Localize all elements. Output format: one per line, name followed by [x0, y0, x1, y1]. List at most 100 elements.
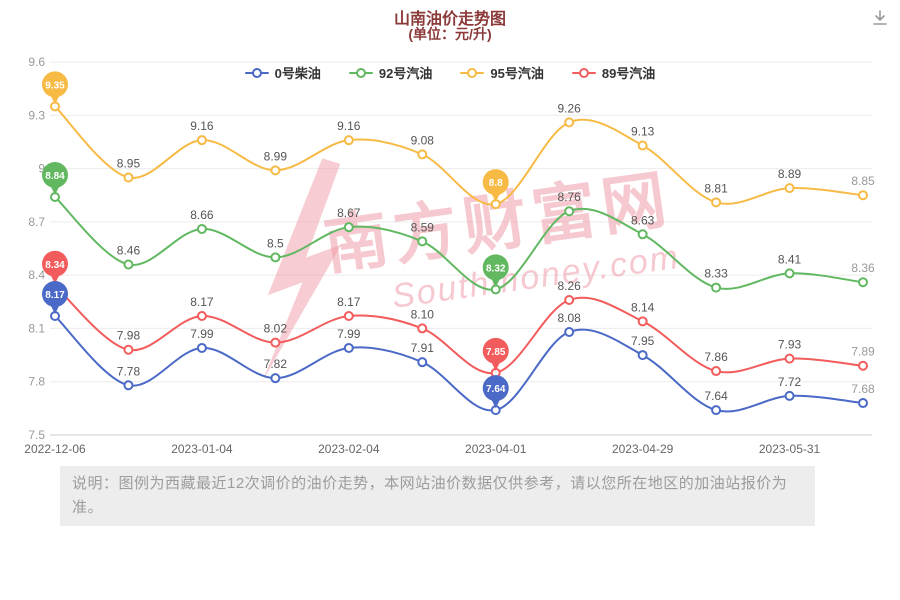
- data-label: 8.63: [631, 213, 655, 227]
- data-label: 8.14: [631, 300, 655, 314]
- data-point-marker: [417, 149, 428, 160]
- data-label: 8.5: [267, 236, 284, 250]
- data-point-marker: [858, 360, 868, 371]
- data-point-marker: [784, 183, 795, 194]
- pin-marker: [42, 71, 68, 98]
- data-label: 8.17: [190, 295, 214, 309]
- data-label: 8.67: [337, 206, 361, 220]
- data-label: 8.66: [190, 208, 214, 222]
- data-label: 9.16: [337, 119, 361, 133]
- pin-marker: [482, 375, 509, 402]
- data-label: 9.16: [190, 119, 214, 133]
- data-label: 8.81: [704, 181, 728, 195]
- legend-item-gasoline-95[interactable]: 95号汽油: [460, 63, 544, 82]
- y-axis-tick-label: 8.4: [28, 268, 45, 282]
- legend: 0号柴油 92号汽油 95号汽油 89号汽油: [0, 63, 900, 82]
- data-point-marker: [711, 197, 722, 208]
- data-point-marker: [637, 140, 648, 151]
- data-point-marker: [343, 135, 354, 146]
- pin-marker: [482, 254, 509, 281]
- data-point-marker: [564, 326, 575, 337]
- data-label: 8.36: [851, 261, 875, 275]
- data-point-marker: [196, 223, 207, 234]
- legend-item-gasoline-89[interactable]: 89号汽油: [571, 63, 655, 82]
- data-point-marker: [270, 337, 281, 348]
- data-point-marker: [711, 405, 722, 416]
- data-label: 8.26: [558, 279, 582, 293]
- pin-value-label: 8.84: [45, 171, 65, 182]
- series-line-95号汽油: [54, 105, 864, 206]
- pin-value-label: 8.32: [486, 263, 506, 274]
- data-label: 8.76: [558, 190, 582, 204]
- data-label: 9.13: [631, 124, 655, 138]
- data-point-marker: [123, 259, 134, 270]
- x-axis-tick-label: 2023-05-31: [759, 442, 821, 456]
- pin-value-label: 9.35: [45, 80, 65, 91]
- pin-value-label: 7.64: [486, 384, 506, 395]
- y-axis-tick-label: 9: [38, 162, 45, 176]
- data-label: 9.26: [558, 101, 582, 115]
- data-point-marker: [123, 172, 134, 183]
- data-label: 8.89: [778, 167, 802, 181]
- data-label: 7.78: [117, 364, 141, 378]
- data-label: 7.86: [704, 350, 728, 364]
- pin-value-label: 8.8: [489, 178, 503, 189]
- x-axis-tick-label: 2023-01-04: [171, 442, 233, 456]
- y-axis-tick-label: 9.6: [28, 55, 45, 69]
- data-label: 8.08: [558, 311, 582, 325]
- x-axis-tick-label: 2023-04-01: [465, 442, 527, 456]
- data-label: 7.91: [411, 341, 435, 355]
- y-axis-tick-label: 9.3: [28, 108, 45, 122]
- data-label: 8.17: [337, 295, 361, 309]
- y-axis-tick-label: 8.7: [28, 215, 45, 229]
- download-icon-glyph: [873, 10, 887, 25]
- download-icon[interactable]: [870, 8, 890, 28]
- data-point-marker: [417, 236, 428, 247]
- series-line-0号柴油: [54, 315, 864, 413]
- data-label: 8.46: [117, 243, 141, 257]
- data-point-marker: [343, 342, 354, 353]
- data-point-marker: [123, 380, 134, 391]
- data-label: 7.95: [631, 334, 655, 348]
- data-point-marker: [858, 398, 868, 409]
- data-label: 9.08: [411, 133, 435, 147]
- data-label: 7.99: [190, 327, 214, 341]
- data-point-marker: [637, 350, 648, 361]
- data-label: 8.99: [264, 149, 288, 163]
- data-label: 7.89: [851, 345, 875, 359]
- data-label: 8.10: [411, 307, 435, 321]
- data-point-marker: [123, 344, 134, 355]
- legend-item-gasoline-92[interactable]: 92号汽油: [348, 63, 432, 82]
- data-point-marker: [784, 268, 795, 279]
- data-point-marker: [270, 373, 281, 384]
- legend-marker-gasoline-92: [348, 67, 373, 78]
- legend-item-diesel-0[interactable]: 0号柴油: [244, 63, 321, 82]
- watermark-logo: [262, 158, 342, 381]
- y-axis-tick-label: 7.8: [28, 375, 45, 389]
- data-point-marker: [711, 282, 722, 293]
- pin-marker: [482, 169, 509, 196]
- legend-marker-gasoline-89: [571, 67, 596, 78]
- pin-marker: [42, 161, 68, 188]
- data-label: 7.64: [704, 389, 728, 403]
- data-point-marker: [858, 277, 868, 288]
- data-label: 8.02: [264, 322, 288, 336]
- data-point-marker: [270, 252, 281, 263]
- data-point-marker: [784, 353, 795, 364]
- price-line-chart: 7.5 7.8 8.1 8.4 8.7 9 9.3 9.6 2022-12-06 2023-01-…: [24, 55, 875, 456]
- data-point-marker: [196, 310, 207, 321]
- data-point-marker: [196, 342, 207, 353]
- data-label: 8.85: [851, 174, 875, 188]
- data-label: 8.33: [704, 267, 728, 281]
- x-axis-tick-label: 2023-02-04: [318, 442, 380, 456]
- data-point-marker: [417, 357, 428, 368]
- pin-marker: [42, 250, 68, 277]
- data-point-marker: [564, 206, 575, 217]
- data-label: 8.41: [778, 252, 802, 266]
- data-label: 7.82: [264, 357, 288, 371]
- data-label: 7.93: [778, 338, 802, 352]
- data-point-marker: [196, 135, 207, 146]
- data-label: 7.99: [337, 327, 361, 341]
- data-point-marker: [637, 229, 648, 240]
